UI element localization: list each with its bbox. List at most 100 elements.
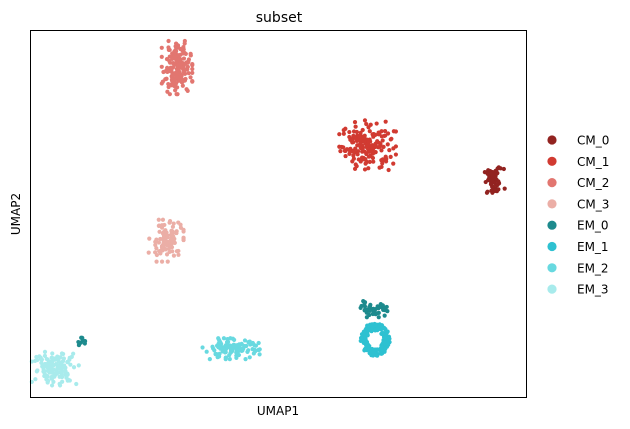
scatter-point (380, 330, 385, 335)
scatter-point (171, 79, 176, 84)
scatter-point (373, 142, 378, 147)
scatter-point (168, 237, 173, 243)
scatter-point (341, 131, 346, 136)
scatter-point (379, 134, 384, 139)
scatter-point (351, 153, 356, 158)
scatter-point (247, 355, 252, 360)
scatter-point (370, 155, 376, 161)
scatter-point (176, 220, 181, 225)
scatter-point (45, 374, 50, 379)
legend-label-cm-0: CM_0 (577, 134, 609, 148)
scatter-point (50, 351, 55, 356)
legend-marker-cm-3 (547, 199, 557, 209)
scatter-point (167, 47, 172, 53)
scatter-point (159, 259, 165, 264)
scatter-point (180, 79, 185, 85)
scatter-point (358, 145, 363, 150)
scatter-point (61, 351, 66, 357)
scatter-point (165, 67, 170, 72)
scatter-point (167, 58, 172, 64)
scatter-point (382, 313, 387, 318)
scatter-point (381, 144, 386, 150)
scatter-point (354, 138, 360, 143)
series-cm-3 (146, 217, 186, 264)
scatter-point (63, 368, 68, 374)
scatter-point (71, 351, 76, 356)
scatter-point (391, 146, 396, 151)
scatter-point (388, 154, 393, 160)
legend-marker-em-1 (547, 241, 557, 252)
x-axis-label: UMAP1 (257, 404, 299, 418)
scatter-point (364, 307, 369, 313)
scatter-point (221, 345, 226, 350)
scatter-point (165, 89, 170, 94)
scatter-point (257, 352, 262, 357)
scatter-point (180, 83, 185, 88)
scatter-point (57, 374, 62, 379)
scatter-point (383, 119, 388, 124)
scatter-point (387, 148, 392, 153)
legend-marker-em-3 (547, 284, 557, 294)
scatter-point (385, 142, 390, 147)
scatter-point (382, 349, 387, 354)
scatter-point (41, 369, 46, 374)
scatter-point (253, 343, 259, 348)
scatter-point (257, 347, 262, 352)
scatter-point (382, 340, 387, 345)
scatter-point (374, 311, 379, 316)
scatter-point (353, 124, 358, 129)
scatter-point (365, 333, 370, 338)
scatter-point (52, 374, 57, 379)
scatter-point (367, 327, 372, 332)
scatter-point (42, 349, 48, 354)
scatter-point (370, 311, 375, 317)
scatter-point (347, 134, 352, 140)
scatter-point (384, 156, 389, 161)
scatter-point (51, 379, 56, 384)
scatter-point (370, 322, 375, 327)
scatter-point (391, 161, 396, 166)
plot-frame (30, 30, 527, 398)
scatter-point (337, 132, 342, 137)
scatter-point (158, 248, 163, 254)
scatter-point (47, 365, 53, 370)
scatter-point (366, 154, 371, 159)
scatter-point (362, 157, 367, 162)
scatter-point (154, 246, 159, 251)
chart-title: subset (256, 10, 303, 26)
scatter-point (383, 346, 388, 351)
scatter-point (502, 186, 507, 191)
scatter-points (29, 38, 507, 388)
scatter-point (166, 38, 171, 44)
scatter-point (173, 88, 178, 93)
scatter-point (391, 129, 396, 134)
scatter-point (68, 362, 73, 367)
scatter-point (183, 76, 188, 82)
scatter-point (58, 355, 63, 360)
scatter-point (372, 347, 377, 352)
scatter-point (227, 357, 232, 362)
scatter-point (347, 129, 352, 135)
scatter-point (484, 190, 490, 195)
scatter-point (153, 242, 158, 248)
scatter-point (381, 307, 386, 313)
scatter-point (358, 159, 363, 164)
scatter-point (375, 139, 380, 144)
scatter-point (174, 74, 179, 80)
scatter-point (182, 71, 187, 76)
scatter-point (216, 354, 222, 359)
scatter-point (190, 66, 195, 72)
scatter-point (163, 247, 168, 252)
scatter-point (379, 148, 384, 153)
scatter-point (154, 237, 159, 242)
scatter-point (376, 305, 381, 311)
scatter-point (248, 342, 253, 347)
scatter-point (251, 351, 256, 356)
scatter-point (371, 159, 376, 164)
scatter-point (178, 72, 183, 77)
scatter-point (367, 129, 372, 134)
scatter-point (244, 343, 249, 349)
scatter-point (393, 152, 399, 157)
scatter-point (188, 51, 193, 56)
scatter-point (351, 133, 356, 138)
